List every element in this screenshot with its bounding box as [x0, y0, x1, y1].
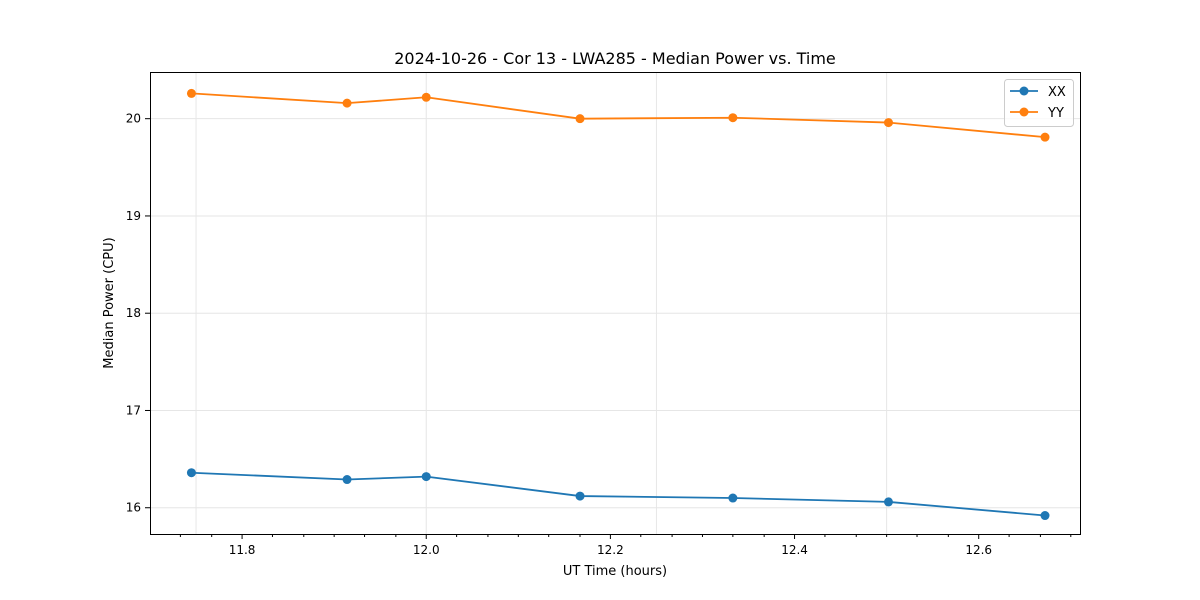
legend: XX YY: [1004, 79, 1074, 127]
y-tick-label: 19: [126, 209, 141, 223]
y-tick-label: 18: [126, 306, 141, 320]
legend-yy-label: YY: [1047, 106, 1064, 121]
series-yy-point: [883, 118, 893, 128]
x-tick-label: 12.4: [781, 543, 808, 557]
y-tick-label: 20: [126, 112, 141, 126]
x-tick-label: 11.8: [229, 543, 256, 557]
series-yy-point: [186, 88, 196, 98]
plot-frame: [150, 72, 1081, 535]
series-yy-point: [1040, 132, 1050, 142]
x-tick-label: 12.6: [965, 543, 992, 557]
series-xx-point: [342, 475, 352, 485]
y-axis-label: Median Power (CPU): [102, 237, 117, 368]
series-yy-point: [342, 98, 352, 108]
y-tick-label: 17: [126, 403, 141, 417]
series-xx-point: [728, 493, 738, 503]
legend-yy-marker: [1019, 107, 1029, 117]
grid: [150, 72, 1080, 534]
legend-xx-label: XX: [1048, 85, 1066, 100]
series-layer: [186, 88, 1050, 521]
x-axis-label: UT Time (hours): [563, 564, 667, 579]
x-tick-label: 12.2: [597, 543, 624, 557]
series-xx-point: [575, 491, 585, 501]
series-yy-point: [575, 114, 585, 124]
x-tick-label: 12.0: [413, 543, 440, 557]
legend-xx-marker: [1019, 86, 1029, 96]
series-xx-point: [1040, 511, 1050, 521]
chart-title: 2024-10-26 - Cor 13 - LWA285 - Median Po…: [394, 49, 836, 68]
series-xx-point: [186, 468, 196, 478]
axis-ticks: 11.8 12.0 12.2 12.4 12.6 16 17 18 19 20: [126, 112, 1072, 557]
series-yy-point: [728, 113, 738, 123]
series-yy-point: [421, 92, 431, 102]
series-xx-point: [883, 497, 893, 507]
series-xx-point: [421, 472, 431, 482]
y-tick-label: 16: [126, 501, 141, 515]
